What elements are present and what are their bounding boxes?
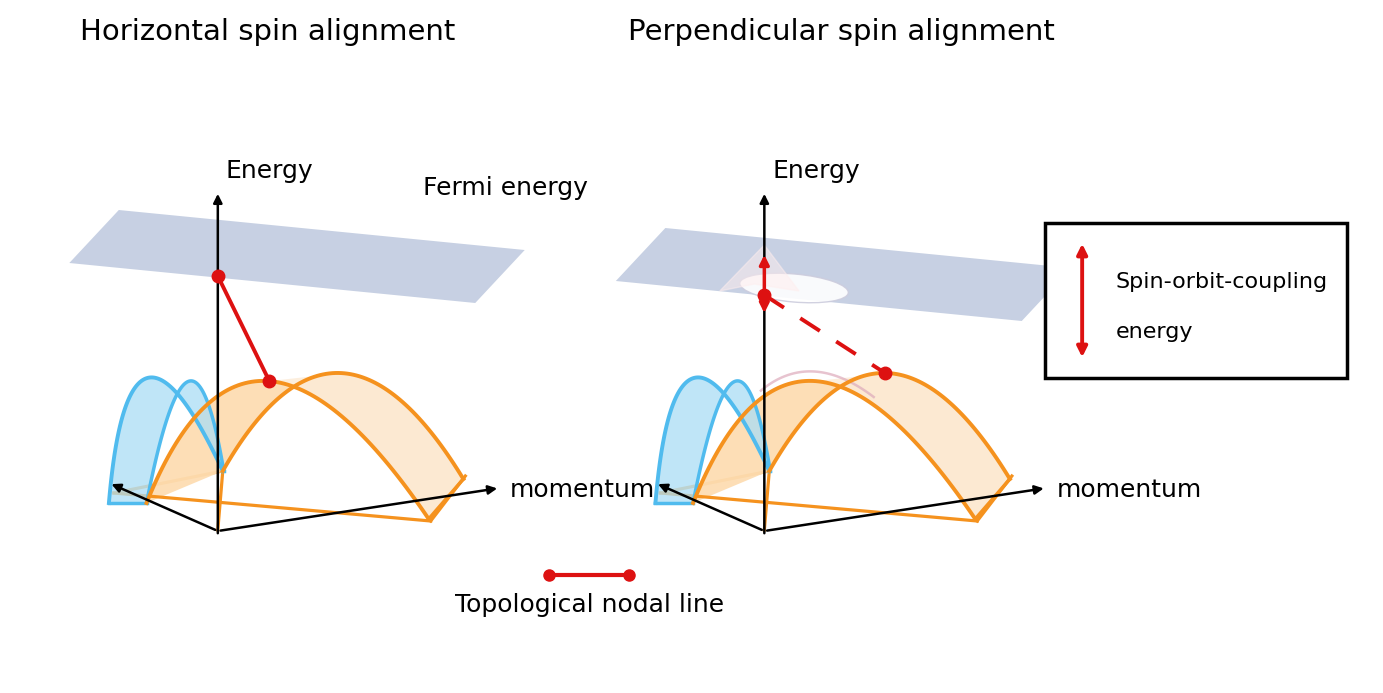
Text: Perpendicular spin alignment: Perpendicular spin alignment [628,18,1055,46]
Polygon shape [693,373,1010,519]
Polygon shape [270,373,463,519]
Polygon shape [656,378,770,503]
Text: Energy: Energy [772,159,860,183]
Ellipse shape [740,273,848,303]
Text: Spin-orbit-coupling: Spin-orbit-coupling [1116,272,1328,292]
Polygon shape [109,378,224,503]
Polygon shape [719,245,799,291]
Polygon shape [816,373,1010,519]
Text: Energy: Energy [225,159,314,183]
FancyBboxPatch shape [1044,223,1347,378]
Polygon shape [147,373,463,519]
Text: momentum: momentum [1057,478,1202,502]
Text: energy: energy [1116,322,1194,342]
Text: Topological nodal line: Topological nodal line [455,593,723,617]
Polygon shape [615,228,1072,321]
Text: momentum: momentum [510,478,656,502]
Text: Horizontal spin alignment: Horizontal spin alignment [80,18,455,46]
Polygon shape [69,210,524,303]
Text: Fermi energy: Fermi energy [422,176,588,200]
